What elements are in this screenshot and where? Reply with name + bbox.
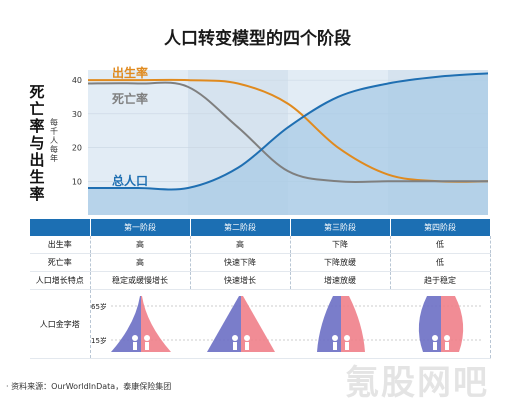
- y-axis-label: 死 亡 率 与 出 生 率: [26, 84, 48, 203]
- table-row-pyramids: 人口金字塔 65岁 15岁: [30, 289, 491, 359]
- person-icon: [131, 335, 138, 341]
- population-area: [88, 73, 488, 215]
- y-axis-unit-char: 年: [50, 154, 58, 163]
- table-cell: 趋于稳定: [390, 271, 491, 290]
- watermark: 氪股网吧: [345, 363, 489, 403]
- age-label: 65岁: [91, 302, 107, 311]
- person-icon: [231, 335, 238, 341]
- person-icon: [232, 342, 237, 350]
- age-label: 15岁: [91, 336, 107, 345]
- table-row-header: 死亡率: [30, 253, 91, 272]
- table-cell: 快速增长: [190, 271, 291, 290]
- table-cell: 增速放缓: [290, 271, 391, 290]
- table-cell: 低: [390, 236, 491, 254]
- table-cell: 快速下降: [190, 253, 291, 272]
- person-icon: [143, 335, 150, 341]
- table-header-cell: 第二阶段: [190, 219, 291, 236]
- y-axis-label-char: 死: [29, 83, 45, 101]
- person-icon: [243, 335, 250, 341]
- table-row-header: 人口增长特点: [30, 271, 91, 290]
- person-icon: [132, 342, 137, 350]
- y-axis-unit-char: 人: [50, 136, 58, 145]
- person-icon: [144, 342, 149, 350]
- table-cell: 下降: [290, 236, 391, 254]
- table-header-cell: 第三阶段: [290, 219, 391, 236]
- person-icon: [332, 342, 337, 350]
- person-icon: [432, 342, 437, 350]
- person-icon: [343, 335, 350, 341]
- person-icon: [443, 335, 450, 341]
- y-axis-label-char: 出: [29, 151, 45, 169]
- series-label: 总人口: [112, 173, 148, 188]
- table-row-header: 出生率: [30, 236, 91, 254]
- person-icon: [444, 342, 449, 350]
- table-row-header: 人口金字塔: [30, 289, 91, 359]
- person-icon: [431, 335, 438, 341]
- y-axis-unit-char: 千: [50, 127, 58, 136]
- y-axis-label-char: 亡: [29, 100, 45, 118]
- series-line-2: [87, 72, 489, 191]
- table-cell: 低: [390, 253, 491, 272]
- series-line-1: [87, 81, 488, 184]
- pyramid-cell: 65岁 15岁: [90, 289, 491, 359]
- y-axis-label-char: 与: [29, 134, 45, 152]
- y-axis-unit: 每 千 人 每 年: [49, 118, 59, 163]
- pyramid-male: [316, 296, 341, 352]
- chart-title: 人口转变模型的四个阶段: [164, 29, 351, 49]
- pyramid-female: [340, 296, 365, 352]
- table-header-cell: 第四阶段: [390, 219, 491, 236]
- y-axis-unit-char: 每: [50, 118, 58, 127]
- table-header-cell: [30, 219, 91, 236]
- y-axis-label-char: 率: [29, 185, 45, 203]
- table-row: 死亡率 高 快速下降 下降放缓 低: [30, 253, 491, 272]
- table-header-row: 第一阶段 第二阶段 第三阶段 第四阶段: [30, 219, 491, 236]
- stage-table: 第一阶段 第二阶段 第三阶段 第四阶段 出生率 高 高 下降 低 死亡率 高 快…: [30, 219, 491, 359]
- table-row: 出生率 高 高 下降 低: [30, 236, 491, 254]
- series-label: 死亡率: [112, 91, 148, 106]
- y-tick-label: 20: [72, 144, 82, 153]
- table-cell: 高: [190, 236, 291, 254]
- table-header-cell: 第一阶段: [90, 219, 191, 236]
- y-tick-label: 10: [72, 177, 82, 186]
- y-axis-label-char: 率: [29, 117, 45, 135]
- pyramid-female: [440, 296, 463, 352]
- source-note: · 资料来源：OurWorldInData，泰康保险集团: [6, 382, 172, 391]
- table-cell: 高: [90, 236, 191, 254]
- y-tick-label: 40: [72, 76, 82, 85]
- table-cell: 高: [90, 253, 191, 272]
- table-cell: 下降放缓: [290, 253, 391, 272]
- y-tick-label: 30: [72, 110, 82, 119]
- population-pyramids: 65岁 15岁: [91, 296, 483, 352]
- series-label: 出生率: [112, 65, 148, 80]
- table-cell: 稳定或缓慢增长: [90, 271, 191, 290]
- y-axis-unit-char: 每: [50, 145, 58, 154]
- person-icon: [331, 335, 338, 341]
- person-icon: [344, 342, 349, 350]
- y-axis-label-char: 生: [29, 168, 45, 186]
- pyramid-male: [418, 296, 441, 352]
- table-row: 人口增长特点 稳定或缓慢增长 快速增长 增速放缓 趋于稳定: [30, 271, 491, 290]
- person-icon: [244, 342, 249, 350]
